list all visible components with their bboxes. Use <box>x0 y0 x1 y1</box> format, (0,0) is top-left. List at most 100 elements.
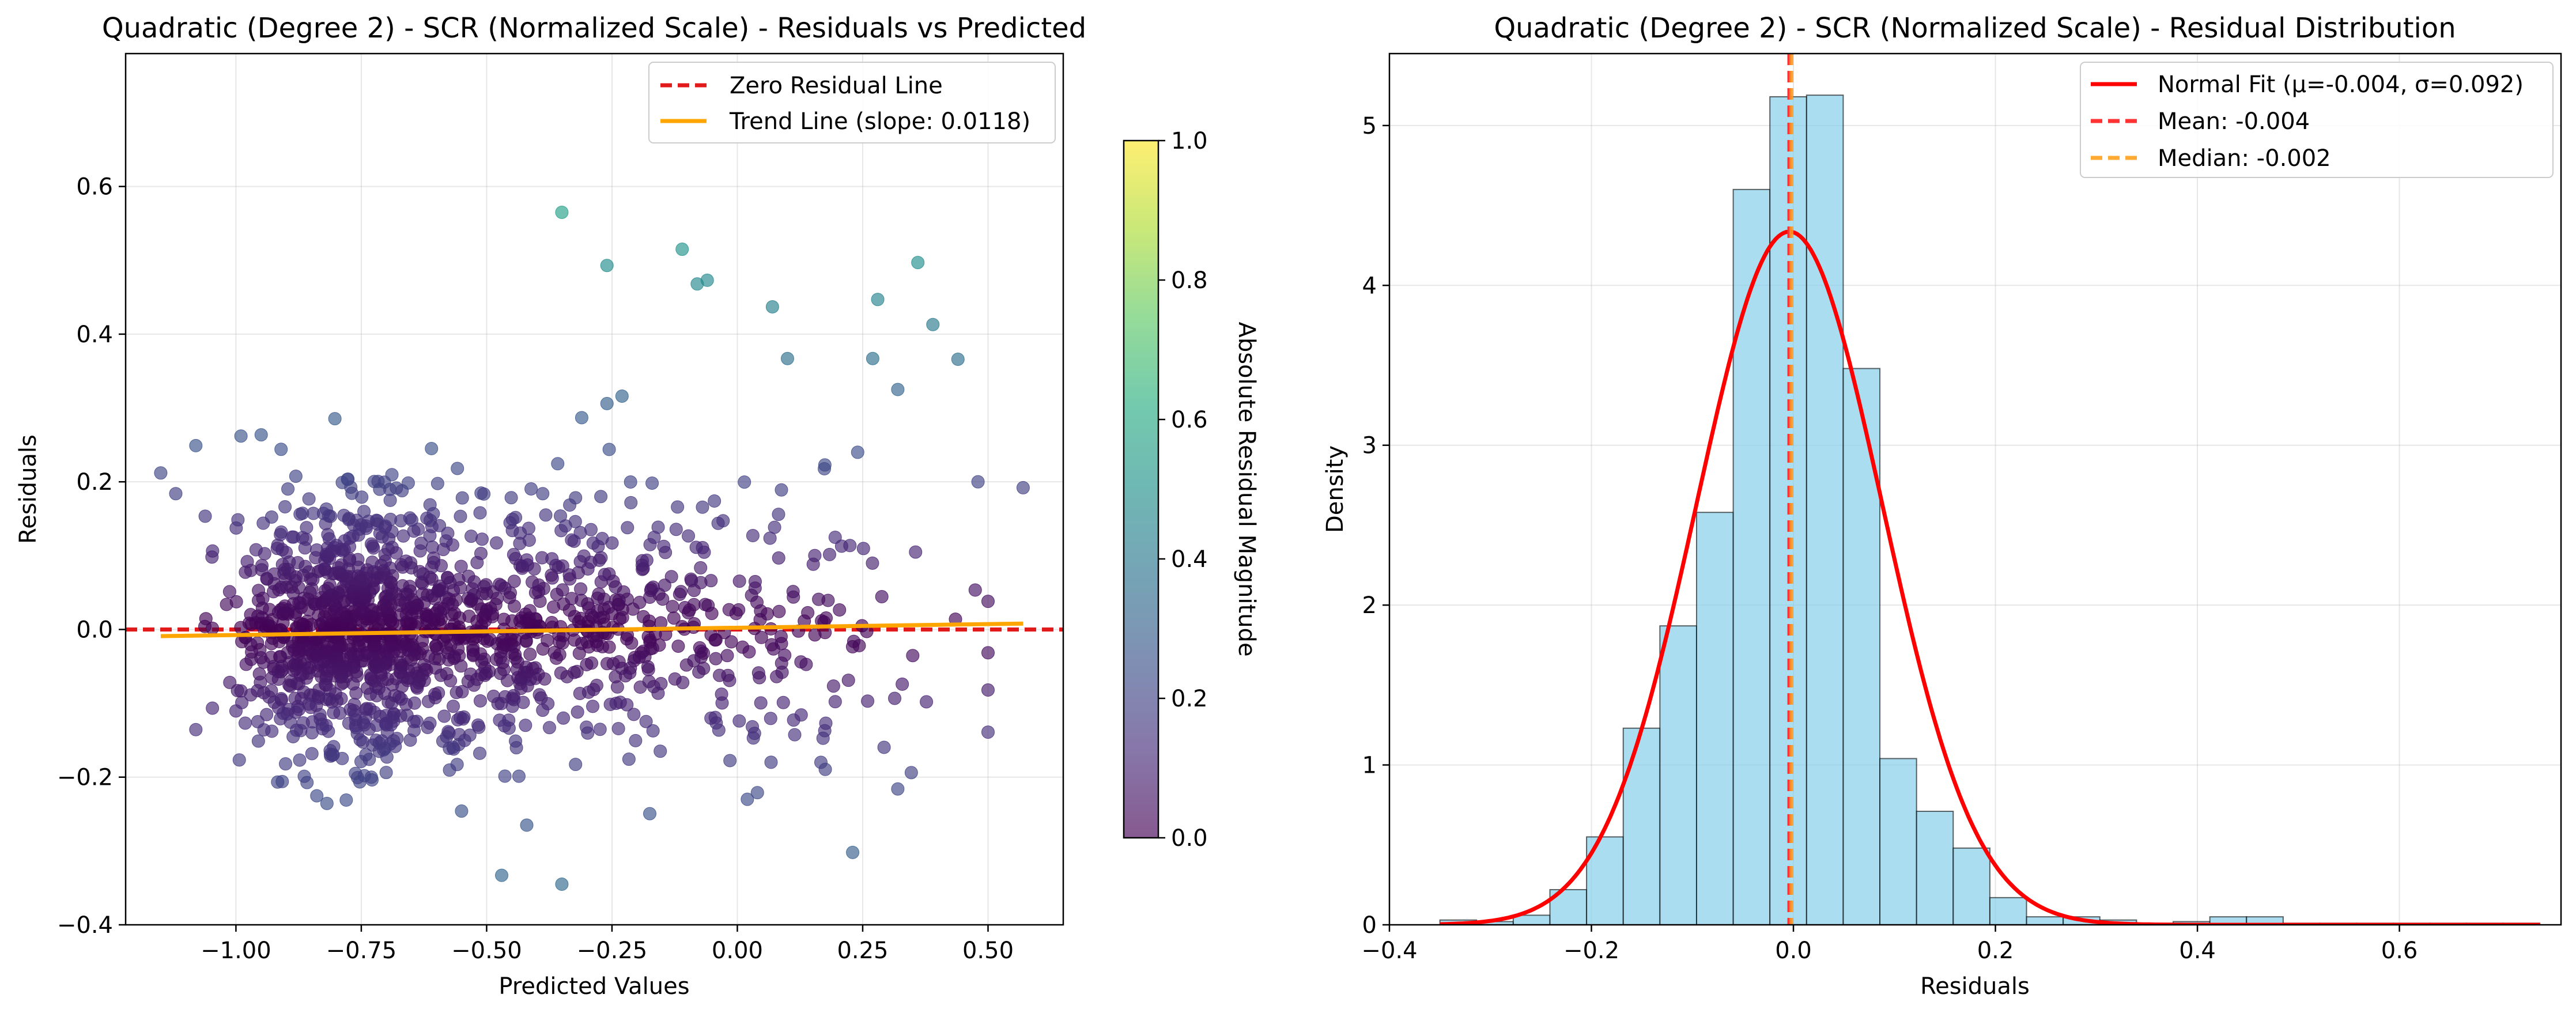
scatter-point <box>473 694 487 708</box>
scatter-point <box>600 259 614 273</box>
scatter-point <box>568 515 582 528</box>
scatter-point <box>891 782 905 796</box>
scatter-point <box>770 670 784 683</box>
scatter-point <box>694 561 708 574</box>
colorbar-tick-label: 1.0 <box>1171 128 1208 154</box>
scatter-point <box>536 704 550 717</box>
x-tick-label: −0.25 <box>577 937 648 964</box>
scatter-point <box>450 686 463 700</box>
scatter-point <box>349 686 363 700</box>
scatter-point <box>674 585 688 599</box>
scatter-point <box>582 640 596 654</box>
scatter-point <box>640 553 654 567</box>
scatter-point <box>581 726 595 740</box>
scatter-point <box>401 476 415 490</box>
scatter-point <box>254 428 268 442</box>
scatter-point <box>523 604 537 618</box>
scatter-point <box>229 704 243 718</box>
scatter-point <box>708 494 722 508</box>
scatter-point <box>818 762 832 776</box>
scatter-point <box>569 758 583 772</box>
colorbar-tick-label: 0.8 <box>1171 267 1208 294</box>
scatter-point <box>641 663 655 676</box>
scatter-point <box>722 603 736 617</box>
scatter-point <box>206 544 220 558</box>
scatter-point <box>812 592 826 606</box>
x-tick-label: 0.2 <box>1977 937 2014 964</box>
scatter-point <box>786 585 800 599</box>
scatter-point <box>750 786 764 800</box>
scatter-point <box>524 482 538 496</box>
scatter-point <box>624 475 637 489</box>
histogram-bar <box>1695 512 1734 925</box>
scatter-point <box>451 713 464 727</box>
scatter-point <box>787 713 800 727</box>
scatter-point <box>594 490 608 504</box>
x-tick-label: −0.2 <box>1563 937 1619 964</box>
scatter-point <box>447 700 460 713</box>
chart-title-left: Quadratic (Degree 2) - SCR (Normalized S… <box>102 12 1086 44</box>
scatter-point <box>370 689 384 702</box>
y-tick-label: 0.2 <box>76 469 113 496</box>
scatter-point <box>620 698 634 712</box>
scatter-point <box>385 468 399 482</box>
scatter-point <box>875 590 889 604</box>
scatter-point <box>369 513 383 527</box>
scatter-point <box>500 674 514 687</box>
legend-mean-label: Mean: -0.004 <box>2158 108 2310 135</box>
scatter-point <box>602 567 616 581</box>
colorbar-gradient <box>1123 139 1159 839</box>
scatter-point <box>788 728 802 742</box>
scatter-point <box>920 695 934 709</box>
x-ticks-right: −0.4 −0.2 0.0 0.2 0.4 0.6 <box>1361 925 2418 964</box>
scatter-point <box>353 775 367 789</box>
scatter-point <box>281 482 295 496</box>
scatter-point <box>545 616 558 630</box>
y-tick-label: 3 <box>1362 433 1377 459</box>
scatter-point <box>455 804 469 818</box>
scatter-point <box>189 723 203 736</box>
scatter-point <box>265 510 278 524</box>
chart-title-right: Quadratic (Degree 2) - SCR (Normalized S… <box>1494 12 2456 44</box>
scatter-point <box>816 731 830 745</box>
y-tick-label: 0.6 <box>76 174 113 201</box>
scatter-point <box>826 679 840 693</box>
scatter-point <box>594 551 608 565</box>
scatter-point <box>526 575 539 589</box>
scatter-point <box>551 457 565 471</box>
scatter-point <box>441 527 455 540</box>
scatter-point <box>772 551 785 565</box>
legend-right: Normal Fit (μ=-0.004, σ=0.092) Mean: -0.… <box>2080 62 2554 178</box>
scatter-point <box>720 649 734 663</box>
scatter-point <box>565 533 579 547</box>
scatter-point <box>473 746 486 760</box>
scatter-point <box>296 506 309 520</box>
scatter-point <box>504 491 518 505</box>
y-axis-label-left: Residuals <box>15 434 41 544</box>
scatter-point <box>399 554 413 568</box>
scatter-point <box>584 523 598 536</box>
scatter-point <box>447 742 460 756</box>
y-tick-label: −0.4 <box>57 912 113 939</box>
scatter-point <box>555 878 569 891</box>
scatter-point <box>856 542 870 555</box>
scatter-point <box>539 508 553 522</box>
scatter-point <box>624 496 638 509</box>
scatter-point <box>671 639 685 653</box>
scatter-point <box>410 681 424 695</box>
scatter-point <box>300 614 314 628</box>
y-tick-label: 5 <box>1362 113 1377 139</box>
scatter-point <box>474 547 488 561</box>
scatter-point <box>724 635 738 649</box>
histogram-bar <box>1806 94 1844 925</box>
scatter-point <box>866 351 879 365</box>
scatter-point <box>911 256 925 270</box>
scatter-point <box>289 470 303 483</box>
scatter-point <box>981 725 995 739</box>
scatter-point <box>698 598 712 611</box>
y-tick-label: 2 <box>1362 592 1377 619</box>
scatter-point <box>611 722 625 736</box>
scatter-point <box>709 652 723 666</box>
scatter-point <box>753 671 766 685</box>
scatter-point <box>490 536 504 550</box>
